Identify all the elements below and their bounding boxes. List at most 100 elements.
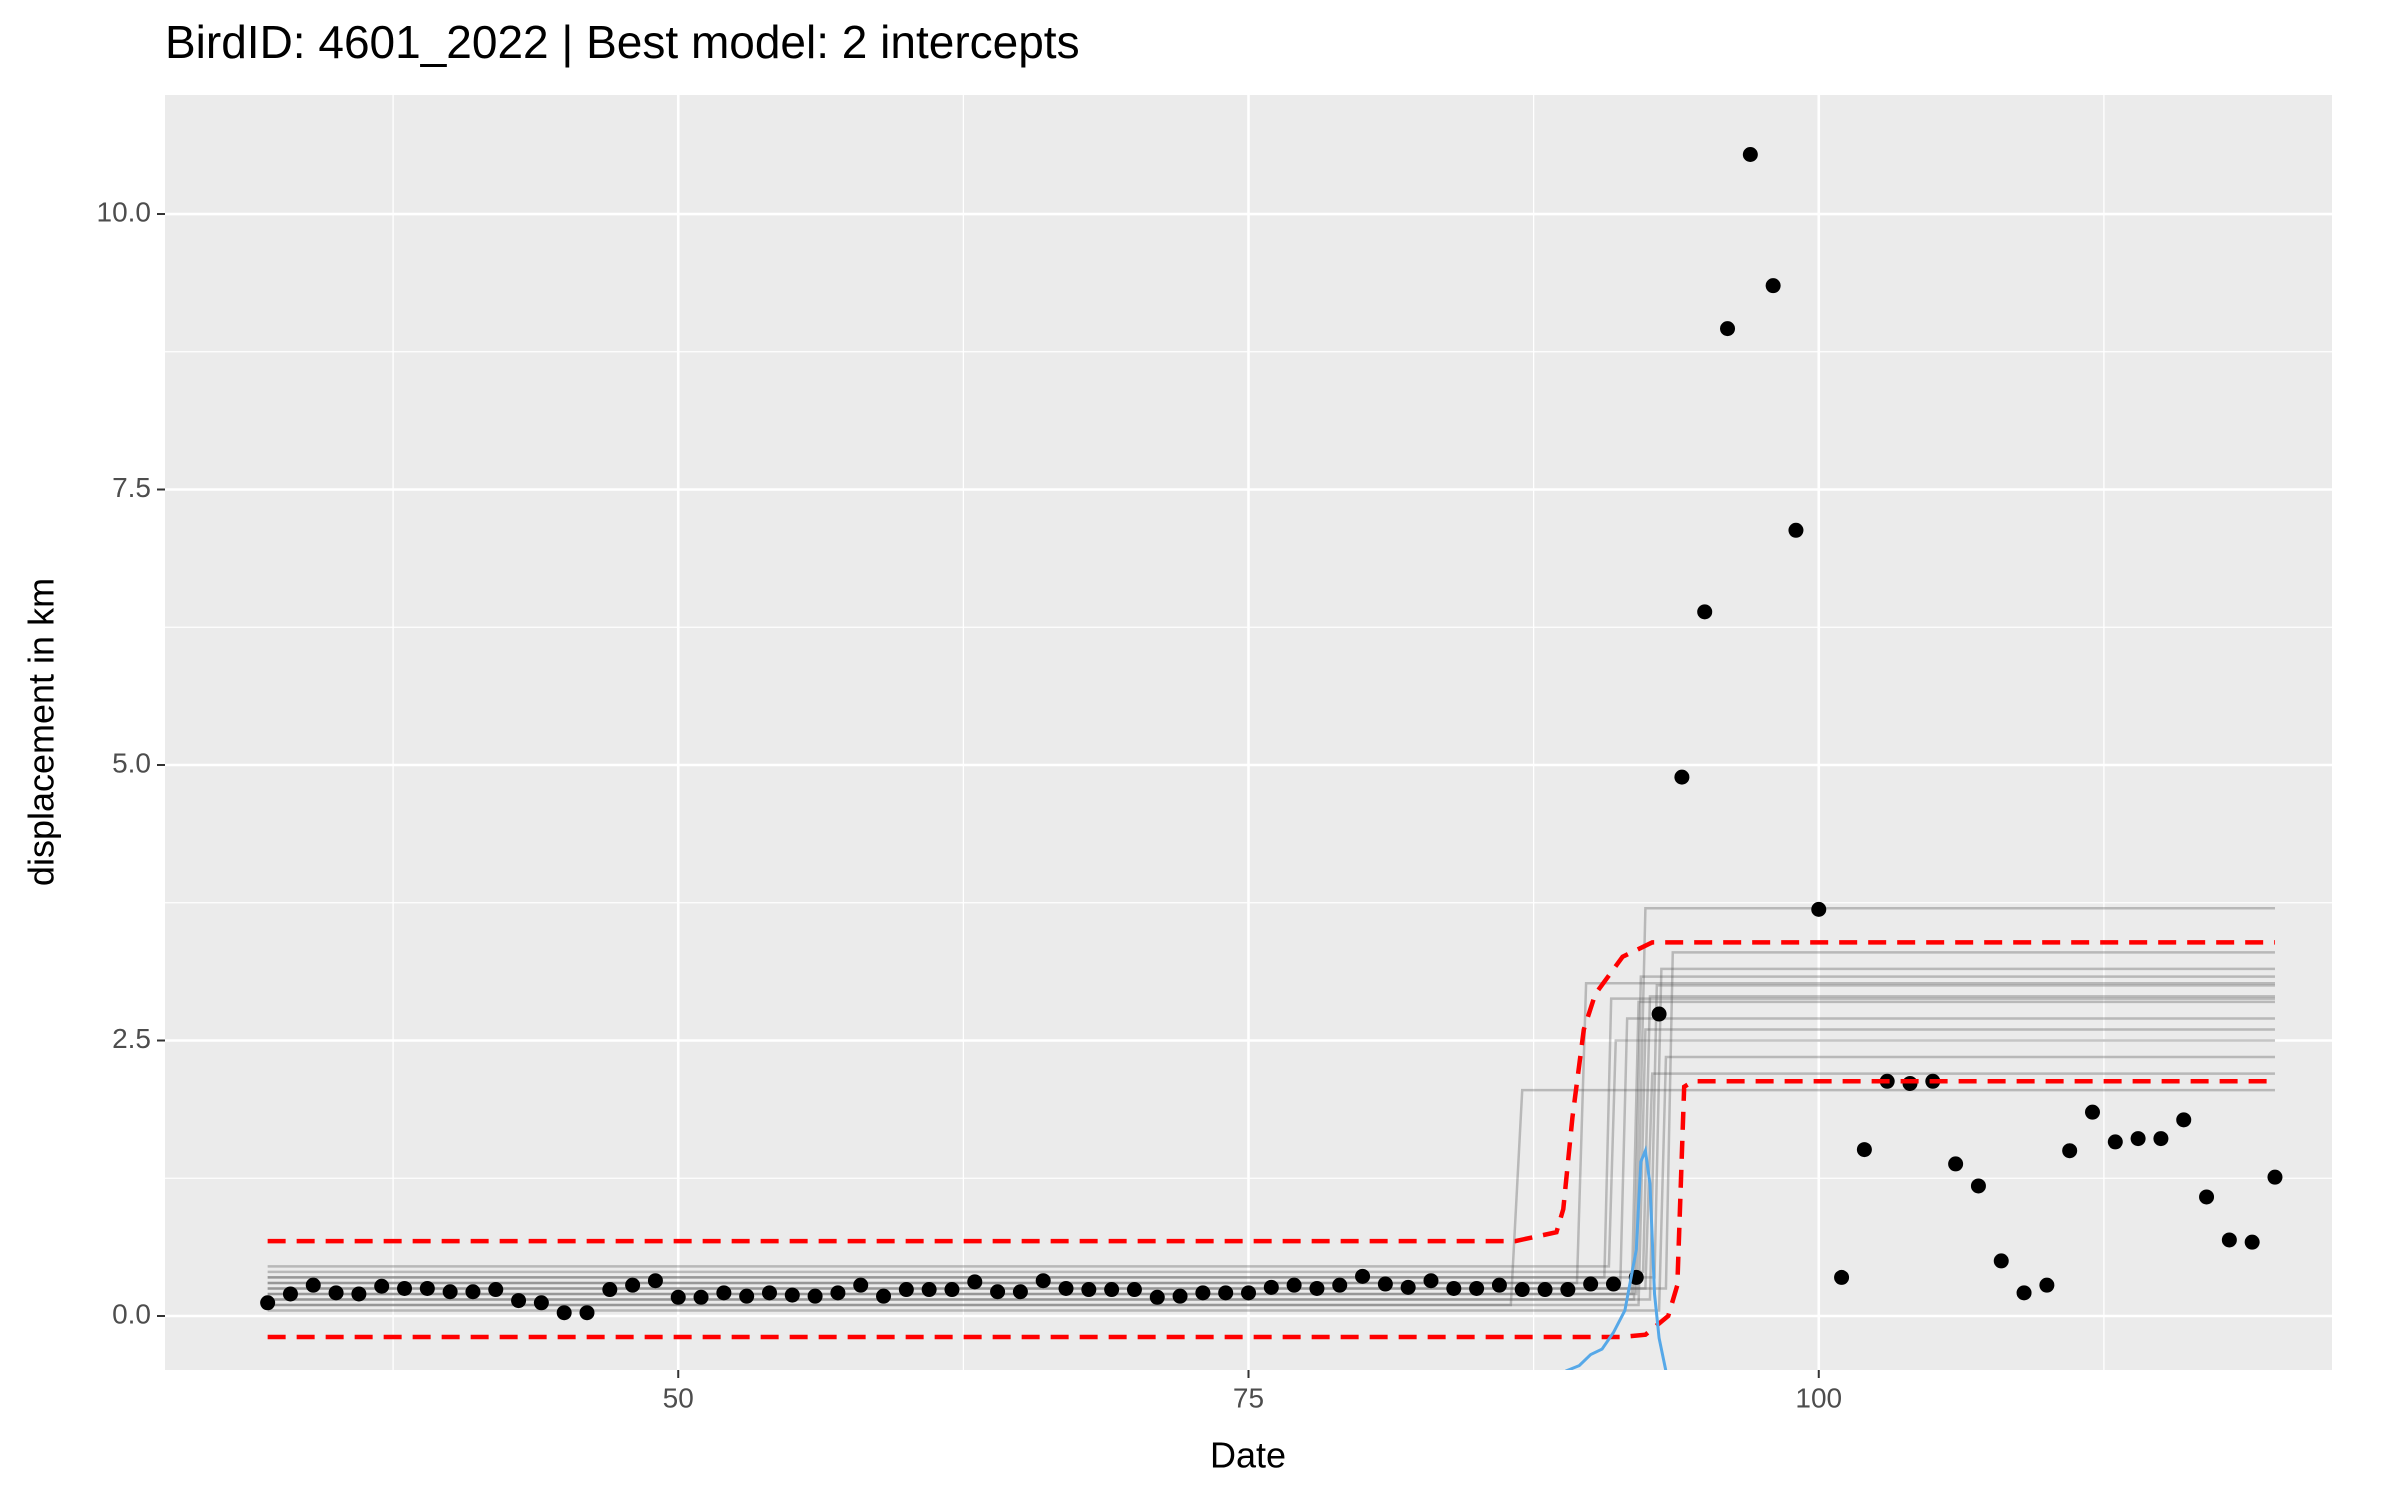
point [488, 1282, 504, 1298]
y-tick-label: 5.0 [112, 747, 151, 778]
point [602, 1282, 618, 1298]
y-tick-label: 10.0 [97, 196, 152, 227]
point [830, 1285, 846, 1301]
point [1172, 1288, 1188, 1304]
model-line [267, 1088, 2275, 1307]
point [1560, 1282, 1576, 1298]
point [1948, 1156, 1964, 1172]
model-line [267, 1055, 2275, 1312]
chart-title: BirdID: 4601_2022 | Best model: 2 interc… [165, 16, 1080, 68]
point [853, 1277, 869, 1293]
point [1811, 901, 1827, 917]
point [533, 1295, 549, 1311]
point [1856, 1142, 1872, 1158]
point [1765, 278, 1781, 294]
density-line [1565, 1145, 1668, 1370]
point [876, 1288, 892, 1304]
point [2084, 1104, 2100, 1120]
point [2244, 1234, 2260, 1250]
point [1469, 1280, 1485, 1296]
bound-line [267, 1079, 2275, 1340]
point [990, 1284, 1006, 1300]
model-line [267, 975, 2275, 1301]
x-tick-label: 75 [1233, 1382, 1264, 1413]
model-line [267, 1017, 2275, 1285]
point [442, 1284, 458, 1300]
point [625, 1277, 641, 1293]
point [260, 1295, 276, 1311]
point [419, 1280, 435, 1296]
point [2039, 1277, 2055, 1293]
point [1286, 1277, 1302, 1293]
point [1332, 1277, 1348, 1293]
point [716, 1285, 732, 1301]
point [2130, 1131, 2146, 1147]
point [1241, 1285, 1256, 1301]
point [784, 1287, 800, 1303]
point [397, 1280, 413, 1296]
point [1674, 769, 1690, 785]
point [2016, 1285, 2032, 1301]
point [967, 1274, 983, 1290]
point [1218, 1285, 1234, 1301]
model-line [267, 951, 2275, 1290]
point [921, 1282, 937, 1298]
model-line [267, 984, 2275, 1301]
bound-line [267, 940, 2275, 1244]
model-line [267, 995, 2275, 1274]
point [1149, 1289, 1165, 1305]
point [1651, 1006, 1667, 1022]
x-tick-label: 50 [663, 1382, 694, 1413]
point [761, 1285, 777, 1301]
point [898, 1282, 914, 1298]
point [1514, 1282, 1530, 1298]
y-tick-label: 2.5 [112, 1023, 151, 1054]
point [647, 1273, 663, 1289]
point [282, 1286, 298, 1302]
point [351, 1286, 367, 1302]
point [1446, 1280, 1462, 1296]
point [670, 1289, 686, 1305]
point [1263, 1279, 1279, 1295]
point [1309, 1280, 1325, 1296]
point [1400, 1279, 1416, 1295]
point [1720, 321, 1736, 337]
point [1742, 147, 1758, 163]
point [1195, 1285, 1211, 1301]
point [1126, 1282, 1142, 1298]
point [1104, 1282, 1120, 1298]
point [374, 1278, 390, 1294]
model-line [267, 967, 2275, 1279]
grid [165, 95, 2332, 1370]
point [1697, 604, 1713, 620]
point [511, 1293, 527, 1309]
point [305, 1277, 321, 1293]
point [2153, 1131, 2169, 1147]
point [1081, 1282, 1097, 1298]
point [1788, 522, 1804, 538]
point [1605, 1276, 1621, 1292]
point [1993, 1253, 2009, 1269]
point [693, 1289, 709, 1305]
point [1058, 1280, 1074, 1296]
point [1035, 1273, 1051, 1289]
point [1377, 1276, 1393, 1292]
point [1012, 1284, 1028, 1300]
point [2267, 1169, 2283, 1185]
point [2176, 1112, 2192, 1128]
point [2221, 1232, 2237, 1248]
point [739, 1288, 755, 1304]
point [1491, 1277, 1507, 1293]
y-axis-title: displacement in km [21, 578, 62, 886]
x-axis-title: Date [1210, 1435, 1286, 1476]
point [328, 1285, 344, 1301]
model-line [267, 1039, 2275, 1268]
x-tick-label: 100 [1795, 1382, 1842, 1413]
point [2199, 1189, 2215, 1205]
model-line [267, 981, 2275, 1285]
point [1423, 1273, 1439, 1289]
y-tick-label: 0.0 [112, 1298, 151, 1329]
point [1537, 1282, 1553, 1298]
model-line [267, 997, 2275, 1279]
